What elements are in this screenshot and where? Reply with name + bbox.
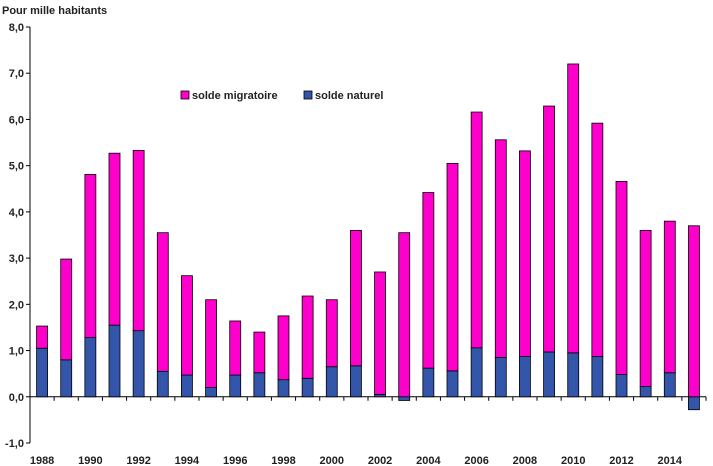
bar-solde-migratoire-2002	[374, 271, 386, 395]
legend-swatch-solde-migratoire	[180, 90, 190, 100]
x-tick-label: 1990	[78, 455, 102, 466]
y-tick-label: 4,0	[9, 207, 24, 219]
bar-solde-migratoire-2006	[470, 111, 483, 349]
bar-solde-migratoire-2005	[446, 162, 459, 372]
bar-solde-naturel-2003	[398, 396, 411, 401]
x-tick-label: 2010	[561, 455, 585, 466]
y-tick-label: 8,0	[9, 22, 24, 34]
bar-solde-migratoire-1993	[156, 232, 169, 372]
bar-solde-naturel-2008	[519, 356, 531, 398]
bar-solde-naturel-2014	[663, 372, 676, 398]
y-tick-label: 3,0	[9, 253, 24, 265]
bar-solde-naturel-2004	[422, 367, 435, 398]
bar-solde-naturel-2013	[639, 386, 652, 398]
bar-solde-migratoire-1999	[301, 295, 314, 379]
legend-label-solde-naturel: solde naturel	[315, 90, 383, 102]
bar-solde-migratoire-2007	[494, 139, 507, 358]
bar-solde-naturel-2009	[543, 351, 555, 398]
bar-solde-naturel-1995	[205, 387, 217, 398]
x-tick-label: 1998	[271, 455, 295, 466]
x-tick-label: 2008	[513, 455, 537, 466]
bar-solde-migratoire-2003	[398, 232, 411, 398]
x-tick-label: 1988	[30, 455, 54, 466]
bar-solde-naturel-1992	[132, 330, 145, 398]
bar-solde-migratoire-2011	[591, 122, 604, 357]
bar-solde-naturel-2010	[567, 352, 580, 398]
bar-solde-migratoire-2009	[543, 105, 555, 353]
legend-label-solde-migratoire: solde migratoire	[192, 90, 278, 102]
bar-solde-naturel-2005	[446, 370, 459, 398]
bar-solde-naturel-1998	[277, 379, 290, 398]
x-tick-label: 1994	[175, 455, 200, 466]
y-tick-label: 1,0	[9, 346, 24, 358]
bar-solde-migratoire-1995	[205, 299, 217, 388]
bar-solde-naturel-2001	[350, 365, 362, 398]
bar-solde-migratoire-1991	[108, 152, 121, 326]
bar-solde-naturel-2012	[615, 374, 628, 398]
bar-solde-migratoire-2004	[422, 192, 435, 369]
bars-layer	[36, 63, 700, 411]
bar-solde-naturel-1991	[108, 324, 121, 398]
bar-solde-migratoire-2014	[663, 220, 676, 374]
x-tick-label: 1996	[223, 455, 247, 466]
bar-solde-naturel-1990	[84, 337, 97, 398]
x-tick-label: 2006	[464, 455, 488, 466]
x-tick-label: 2000	[320, 455, 344, 466]
y-tick-label: 6,0	[9, 114, 24, 126]
bar-solde-naturel-1999	[301, 377, 314, 398]
bar-solde-migratoire-2013	[639, 229, 652, 388]
bar-solde-naturel-2006	[470, 347, 483, 398]
bar-solde-naturel-1989	[60, 359, 73, 398]
x-tick-label: 1992	[126, 455, 150, 466]
bar-solde-naturel-1997	[253, 372, 266, 398]
bar-solde-migratoire-1994	[181, 275, 193, 376]
bar-solde-migratoire-2010	[567, 63, 580, 354]
x-tick-label: 2004	[416, 455, 441, 466]
bar-solde-migratoire-1989	[60, 258, 73, 361]
bar-solde-migratoire-2015	[688, 225, 700, 398]
bar-solde-naturel-1996	[229, 374, 242, 398]
bar-solde-migratoire-2000	[325, 299, 338, 368]
bar-solde-naturel-1993	[156, 370, 169, 398]
legend: solde migratoire solde naturel	[180, 90, 383, 102]
bar-solde-migratoire-1988	[36, 325, 48, 349]
bar-solde-naturel-2007	[494, 357, 507, 398]
y-tick-label: 2,0	[9, 299, 24, 311]
y-tick-label: 7,0	[9, 68, 24, 80]
y-tick-label: -1,0	[5, 438, 24, 450]
bar-solde-naturel-2011	[591, 356, 604, 398]
bar-solde-naturel-1994	[181, 374, 193, 398]
x-tick-label: 2012	[609, 455, 633, 466]
bar-solde-migratoire-2008	[519, 150, 531, 357]
bar-solde-naturel-2000	[325, 366, 338, 398]
bar-solde-migratoire-1997	[253, 331, 266, 374]
bar-solde-naturel-1988	[36, 347, 48, 398]
legend-swatch-solde-naturel	[303, 90, 313, 100]
x-tick-label: 2002	[368, 455, 392, 466]
y-axis-title: Pour mille habitants	[2, 5, 107, 17]
y-tick-label: 0,0	[9, 392, 24, 404]
bar-solde-migratoire-2001	[350, 229, 362, 367]
bar-solde-migratoire-2012	[615, 180, 628, 375]
x-tick-label: 2014	[658, 455, 683, 466]
y-tick-label: 5,0	[9, 161, 24, 173]
bar-solde-migratoire-1992	[132, 150, 145, 332]
bar-solde-migratoire-1998	[277, 315, 290, 381]
bar-solde-migratoire-1990	[84, 174, 97, 339]
bar-solde-migratoire-1996	[229, 320, 242, 376]
axis-labels-layer: -1,0 0,0 1,0 2,0 3,0 4,0 5,0 6,0 7,0 8,0 1988 1990 1…	[5, 22, 707, 466]
bar-solde-naturel-2015	[688, 396, 700, 411]
